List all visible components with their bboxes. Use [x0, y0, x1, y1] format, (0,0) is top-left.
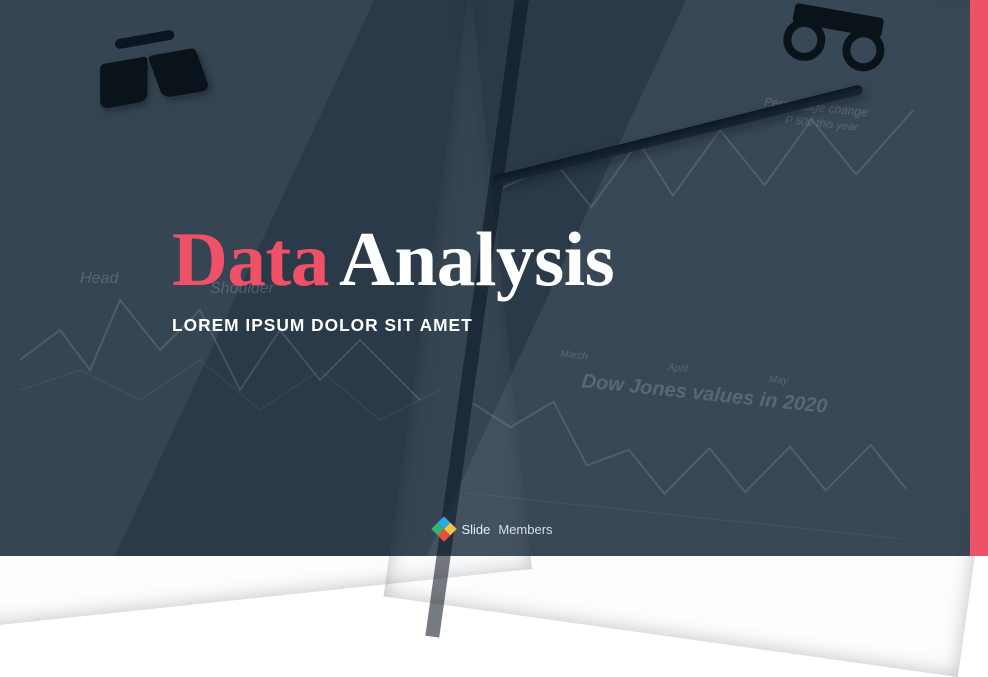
slide-cover: Head Shoulder Percentage change P 500 th… — [0, 0, 988, 556]
brand-word-2: Members — [498, 522, 552, 537]
brand-logo-icon — [432, 516, 457, 541]
brand-word-1: Slide — [461, 522, 490, 537]
slide-title: DataAnalysis — [172, 220, 928, 299]
title-word-2: Analysis — [339, 216, 614, 302]
slide-subtitle: LOREM IPSUM DOLOR SIT AMET — [172, 315, 928, 336]
title-word-1: Data — [172, 216, 329, 302]
title-block: DataAnalysis LOREM IPSUM DOLOR SIT AMET — [0, 0, 988, 556]
footer-brand: Slide Members — [0, 520, 988, 538]
